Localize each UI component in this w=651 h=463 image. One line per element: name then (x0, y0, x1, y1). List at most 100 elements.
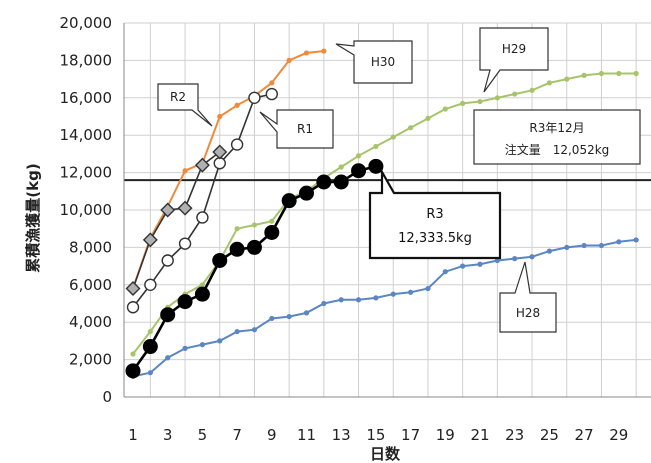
data-point-h28 (633, 237, 639, 243)
data-point-h28 (234, 328, 240, 335)
x-tick-label: 3 (163, 426, 173, 444)
y-tick-labels: 0 2,000 4,000 6,000 8,000 10,000 12,000 14,000 1… (60, 14, 113, 406)
x-axis-title: 日数 (370, 445, 401, 463)
series-layer (125, 48, 639, 380)
data-point-h28 (564, 244, 570, 250)
y-tick-label: 6,000 (69, 276, 112, 294)
series-r3 (125, 158, 384, 379)
callout-r1: R1 (259, 109, 334, 149)
x-tick-label: 15 (366, 426, 385, 444)
data-point-r3 (212, 252, 228, 268)
data-point-r1 (126, 301, 140, 314)
callout-h29-text: H29 (502, 42, 526, 56)
data-point-h28 (512, 256, 518, 262)
data-point-h29 (460, 100, 466, 107)
data-point-h28 (303, 310, 310, 316)
data-point-h29 (373, 143, 379, 150)
data-point-h28 (199, 342, 205, 348)
data-point-h28 (217, 338, 223, 344)
data-point-h29 (564, 76, 570, 82)
data-point-r2 (125, 281, 141, 297)
data-point-r3 (351, 163, 367, 179)
data-point-h28 (616, 239, 622, 245)
callout-h30-box (335, 40, 413, 84)
data-point-h29 (529, 87, 535, 93)
data-point-h30 (303, 50, 310, 56)
series-r2 (125, 144, 228, 297)
x-tick-label: 25 (540, 426, 559, 444)
data-point-h28 (355, 297, 362, 303)
callout-r2-box (157, 83, 213, 127)
data-point-r2 (142, 232, 158, 248)
data-point-r1 (248, 91, 261, 105)
callout-h29-box (479, 27, 549, 93)
callout-r3-line1: R3 (426, 207, 443, 222)
x-tick-label: 17 (401, 426, 420, 444)
data-point-h28 (494, 257, 500, 264)
data-point-r3 (142, 339, 158, 355)
data-point-r1 (144, 278, 157, 291)
data-point-h28 (373, 295, 379, 301)
data-point-h28 (460, 263, 466, 269)
callout-h29: H29 (479, 27, 549, 93)
data-point-h29 (581, 72, 587, 78)
callout-order-line2: 注文量 12,052kg (505, 142, 610, 157)
data-point-h29 (512, 91, 518, 97)
x-tick-label: 1 (128, 426, 138, 444)
data-point-r1 (178, 237, 192, 250)
callout-r3-box (368, 167, 502, 260)
data-point-r1 (265, 87, 278, 101)
data-point-r2 (160, 202, 176, 218)
data-point-h29 (338, 164, 344, 170)
data-point-h28 (286, 313, 292, 320)
data-point-h30 (321, 48, 327, 54)
y-tick-label: 4,000 (69, 313, 112, 331)
data-point-h28 (477, 261, 483, 267)
x-tick-label: 5 (198, 426, 208, 444)
data-point-h28 (269, 315, 275, 322)
y-tick-label: 0 (102, 388, 112, 406)
data-point-r3 (125, 363, 141, 379)
data-point-h29 (442, 106, 448, 112)
x-tick-label: 27 (575, 426, 594, 444)
data-point-h29 (130, 351, 136, 357)
x-tick-label: 9 (267, 426, 277, 444)
callout-r1-box (259, 109, 334, 149)
data-point-h28 (147, 370, 153, 376)
data-point-h28 (390, 291, 396, 297)
data-point-h29 (425, 115, 431, 121)
data-point-h28 (425, 285, 431, 292)
data-point-h29 (598, 70, 605, 77)
data-point-h29 (234, 226, 240, 232)
data-point-r3 (160, 307, 176, 323)
series-h28 (130, 237, 639, 380)
data-point-r3 (333, 174, 349, 190)
data-point-h29 (269, 218, 275, 224)
data-point-h29 (477, 98, 483, 105)
callout-h28-text: H28 (516, 306, 540, 320)
data-point-h30 (182, 168, 188, 174)
data-point-r3 (264, 224, 280, 240)
data-point-h28 (529, 254, 535, 260)
series-r1 (126, 87, 278, 314)
y-tick-label: 12,000 (60, 164, 113, 182)
data-point-r1 (196, 211, 209, 224)
x-tick-labels: 1 3 5 7 9 11 13 15 17 19 21 23 25 27 29 (128, 426, 628, 444)
callout-r3-line2: 12,333.5kg (398, 231, 472, 246)
data-point-h29 (408, 125, 414, 131)
data-point-r2 (177, 200, 193, 216)
data-point-h29 (147, 328, 153, 335)
data-point-h28 (408, 289, 414, 295)
data-point-r3 (316, 174, 332, 190)
data-point-h28 (598, 242, 605, 249)
x-tick-label: 19 (436, 426, 455, 444)
data-point-h28 (581, 242, 587, 249)
y-tick-label: 20,000 (60, 14, 113, 32)
y-axis-title: 累積漁獲量(kg) (24, 163, 42, 272)
data-point-r3 (229, 241, 245, 257)
axes (123, 23, 651, 398)
data-point-h28 (321, 300, 327, 307)
series-line-h28 (132, 238, 637, 378)
data-point-r3 (281, 193, 297, 209)
